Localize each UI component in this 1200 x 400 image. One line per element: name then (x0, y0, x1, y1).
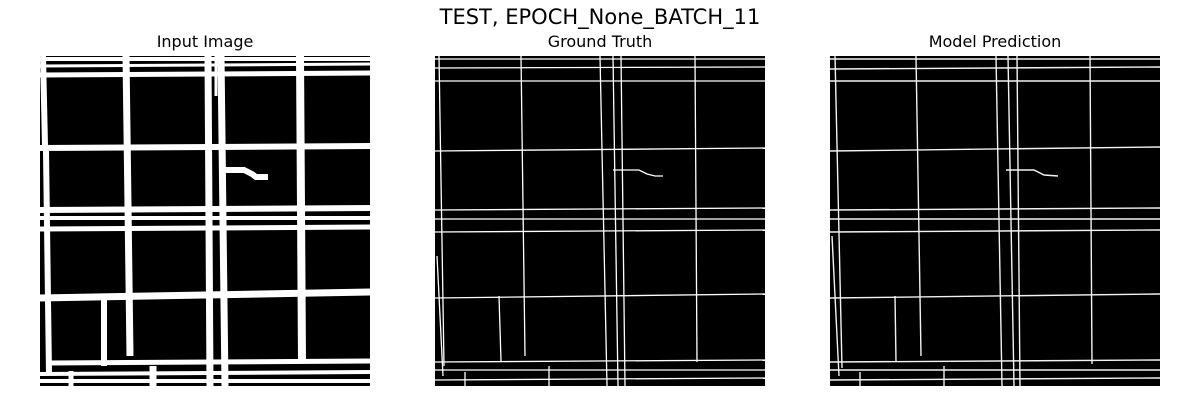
panel-title-ground-truth: Ground Truth (547, 32, 653, 51)
ground-truth-mask (435, 56, 765, 386)
model-prediction-mask (830, 56, 1160, 386)
ground-truth-panel (435, 56, 765, 386)
input-image-mask (40, 56, 370, 386)
panel-title-model-prediction: Model Prediction (928, 32, 1062, 51)
input-image-panel (40, 56, 370, 386)
panel-title-input-image: Input Image (156, 32, 254, 51)
figure-suptitle: TEST, EPOCH_None_BATCH_11 (439, 5, 761, 29)
model-prediction-panel (830, 56, 1160, 386)
